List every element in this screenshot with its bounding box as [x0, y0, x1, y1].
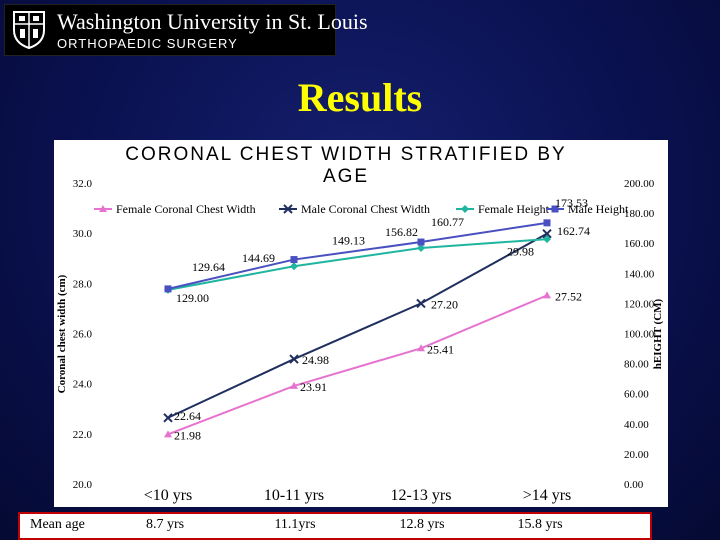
y-tick-label: 22.0 — [73, 429, 93, 441]
data-point — [290, 256, 298, 264]
series-line — [167, 221, 548, 290]
data-label: 27.20 — [431, 297, 458, 311]
y-tick-label: 26.0 — [73, 329, 93, 341]
mean-age-value: 11.1yrs — [274, 517, 316, 532]
shield-icon — [13, 11, 45, 50]
series-line — [167, 238, 548, 291]
data-point — [290, 381, 298, 389]
x-tick-label: >14 yrs — [523, 487, 572, 504]
y2-tick-label: 180.00 — [624, 208, 655, 220]
data-label: 23.91 — [300, 380, 327, 394]
y-tick-label: 28.0 — [73, 278, 93, 290]
chart-area: CORONAL CHEST WIDTH STRATIFIED BY AGE 20.0… — [54, 140, 668, 507]
y-tick-label: 24.0 — [73, 379, 93, 391]
y-axis-label: Coronal chest width (cm) — [56, 274, 68, 393]
logo-department-name: ORTHOPAEDIC SURGERY — [57, 36, 238, 51]
legend-swatch-marker — [99, 205, 107, 212]
mean-age-value: 8.7 yrs — [145, 517, 185, 532]
legend-swatch-marker — [461, 205, 469, 213]
y2-tick-label: 100.00 — [624, 329, 655, 341]
y2-tick-label: 140.00 — [624, 268, 655, 280]
y2-tick-label: 200.00 — [624, 178, 655, 190]
y2-tick-label: 20.00 — [624, 449, 649, 461]
y-tick-label: 30.0 — [73, 228, 93, 240]
mean-age-row: Mean age 8.7 yrs 11.1yrs 12.8 yrs 15.8 y… — [18, 512, 652, 540]
slide-title: Results — [297, 75, 423, 120]
y2-tick-label: 60.00 — [624, 389, 649, 401]
mean-age-value: 12.8 yrs — [399, 517, 445, 532]
legend-entry: Male Height — [568, 202, 629, 216]
data-label: 156.82 — [385, 225, 418, 239]
legend-swatch-marker — [283, 204, 293, 214]
y2-axis-label: hEIGHT (CM) — [652, 298, 664, 369]
legend-entry: Female Coronal Chest Width — [116, 202, 256, 216]
data-label: 149.13 — [332, 234, 365, 248]
legend-entry: Female Height — [478, 202, 550, 216]
data-point — [416, 298, 426, 309]
data-label: 162.74 — [557, 224, 590, 238]
y2-tick-label: 160.00 — [624, 238, 655, 250]
data-label: 129.00 — [176, 291, 209, 305]
data-point — [543, 219, 551, 227]
data-point — [543, 235, 551, 244]
data-point — [543, 291, 551, 299]
series-line — [167, 294, 548, 436]
data-label: 173.53 — [555, 196, 588, 210]
data-point — [417, 344, 425, 352]
y2-tick-label: 40.00 — [624, 419, 649, 431]
data-point — [417, 243, 425, 252]
data-label: 27.52 — [555, 289, 582, 303]
data-label: 29.98 — [507, 245, 534, 259]
x-tick-label: 12-13 yrs — [391, 487, 452, 504]
mean-age-value: 15.8 yrs — [517, 517, 563, 532]
data-point — [542, 228, 552, 239]
legend-swatch-marker — [551, 205, 559, 213]
data-point — [417, 238, 425, 246]
legend-entry: Male Coronal Chest Width — [301, 202, 430, 216]
data-label: 144.69 — [242, 251, 275, 265]
chart-title-line: AGE — [323, 166, 369, 187]
data-label: 160.77 — [431, 215, 464, 229]
y2-tick-label: 120.00 — [624, 298, 655, 310]
y-tick-label: 20.0 — [73, 479, 93, 491]
y2-tick-label: 80.00 — [624, 359, 649, 371]
data-label: 22.64 — [174, 409, 201, 423]
university-logo: Washington University in St. Louis ORTHO… — [4, 4, 368, 56]
x-tick-label: <10 yrs — [144, 487, 193, 504]
series-line — [167, 232, 548, 419]
y2-tick-label: 0.00 — [624, 479, 644, 491]
data-label: 129.64 — [192, 260, 225, 274]
data-label: 24.98 — [302, 353, 329, 367]
data-point — [290, 262, 298, 271]
chart-title-line: CORONAL CHEST WIDTH STRATIFIED BY — [125, 144, 566, 165]
data-label: 25.41 — [427, 342, 454, 356]
data-point — [164, 430, 172, 438]
data-point — [289, 354, 299, 364]
x-tick-label: 10-11 yrs — [264, 487, 324, 504]
data-point — [164, 285, 172, 293]
data-point — [163, 413, 173, 423]
mean-age-label: Mean age — [30, 517, 85, 532]
data-label: 21.98 — [174, 428, 201, 442]
logo-university-name: Washington University in St. Louis — [57, 9, 368, 34]
y-tick-label: 32.0 — [73, 178, 93, 190]
